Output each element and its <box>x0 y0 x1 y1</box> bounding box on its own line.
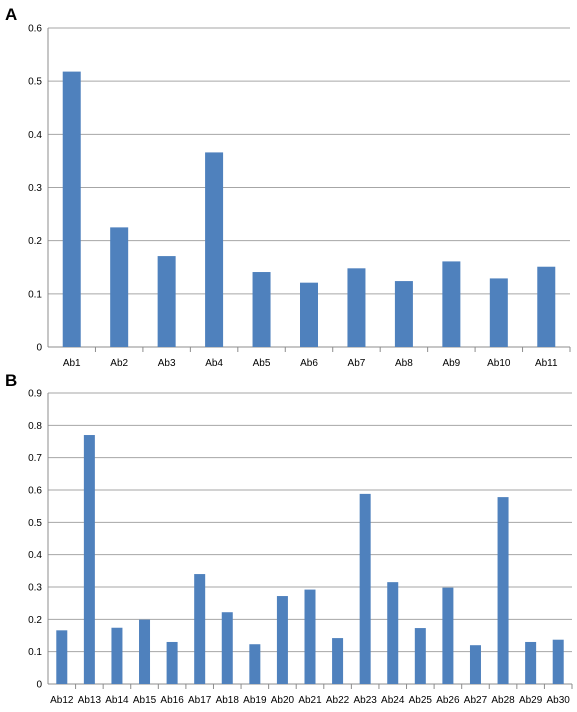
x-tick-label: Ab26 <box>436 695 460 706</box>
x-tick-label: Ab6 <box>300 358 318 369</box>
bar-ab24 <box>387 582 399 684</box>
bar-ab30 <box>552 639 564 684</box>
y-tick-label: 0.8 <box>28 421 42 432</box>
x-tick-label: Ab2 <box>110 358 128 369</box>
bar-ab7 <box>347 268 366 347</box>
y-tick-label: 0 <box>36 343 42 354</box>
y-tick-label: 0.2 <box>28 615 42 626</box>
bar-ab3 <box>157 256 176 347</box>
bar-ab9 <box>442 261 461 347</box>
bar-ab14 <box>111 627 123 684</box>
y-tick-label: 0.5 <box>28 518 42 529</box>
y-tick-label: 0.9 <box>28 389 42 400</box>
panel-a-chart: A 0 0.1 0.2 0.3 0.4 0.5 0.6 Ab1 Ab2 Ab3 Ab4 Ab5 Ab6 A… <box>5 5 571 369</box>
x-tick-label: Ab5 <box>253 358 271 369</box>
x-tick-label: Ab11 <box>535 358 558 369</box>
bar-ab25 <box>414 628 426 684</box>
x-tick-label: Ab1 <box>63 358 81 369</box>
y-tick-label: 0.6 <box>28 486 42 497</box>
bar-ab21 <box>304 589 316 684</box>
y-tick-label: 0.1 <box>28 289 42 300</box>
x-tick-label: Ab23 <box>353 695 377 706</box>
x-tick-label: Ab4 <box>205 358 223 369</box>
bar-ab19 <box>249 644 261 684</box>
x-tick-label: Ab25 <box>409 695 433 706</box>
y-tick-label: 0.7 <box>28 453 42 464</box>
x-tick-label: Ab21 <box>298 695 322 706</box>
x-tick-label: Ab30 <box>547 695 571 706</box>
x-tick-label: Ab18 <box>216 695 240 706</box>
x-tick-label: Ab8 <box>395 358 413 369</box>
bar-ab23 <box>359 493 371 684</box>
bar-ab20 <box>276 596 288 684</box>
x-tick-label: Ab10 <box>487 358 511 369</box>
x-tick-label: Ab14 <box>105 695 129 706</box>
bar-ab27 <box>469 645 481 684</box>
bar-ab12 <box>56 630 68 684</box>
x-tick-label: Ab17 <box>188 695 212 706</box>
y-tick-label: 0.3 <box>28 183 42 194</box>
bar-ab6 <box>300 282 318 347</box>
x-tick-label: Ab3 <box>158 358 176 369</box>
bar-ab10 <box>489 278 508 347</box>
bar-ab5 <box>252 272 271 347</box>
bar-ab18 <box>221 612 233 684</box>
y-tick-label: 0.1 <box>28 647 42 658</box>
y-tick-label: 0.4 <box>28 130 42 141</box>
bar-ab29 <box>525 641 537 684</box>
y-tick-label: 0.5 <box>28 77 42 88</box>
x-tick-label: Ab29 <box>519 695 543 706</box>
bar-ab13 <box>83 435 95 684</box>
x-tick-label: Ab19 <box>243 695 267 706</box>
x-tick-label: Ab15 <box>133 695 157 706</box>
panel-b-letter: B <box>5 371 17 390</box>
x-tick-label: Ab22 <box>326 695 350 706</box>
bar-ab26 <box>442 587 454 684</box>
x-tick-label: Ab20 <box>271 695 295 706</box>
x-tick-label: Ab27 <box>464 695 488 706</box>
bar-ab11 <box>537 266 556 347</box>
y-tick-label: 0.6 <box>28 24 42 35</box>
y-tick-label: 0 <box>36 680 42 691</box>
bar-ab16 <box>166 641 178 684</box>
x-tick-label: Ab12 <box>50 695 74 706</box>
bar-ab15 <box>139 619 151 684</box>
bar-ab1 <box>62 71 81 347</box>
bar-ab22 <box>332 638 344 684</box>
y-tick-label: 0.4 <box>28 550 42 561</box>
x-tick-label: Ab13 <box>78 695 102 706</box>
x-tick-label: Ab28 <box>491 695 515 706</box>
bar-ab17 <box>194 574 206 684</box>
bar-ab2 <box>110 227 129 347</box>
bar-ab8 <box>394 281 413 347</box>
y-tick-label: 0.3 <box>28 583 42 594</box>
x-tick-label: Ab24 <box>381 695 405 706</box>
x-tick-label: Ab7 <box>348 358 366 369</box>
x-tick-label: Ab16 <box>160 695 184 706</box>
x-tick-label: Ab9 <box>442 358 460 369</box>
bar-ab28 <box>497 497 509 684</box>
y-tick-label: 0.2 <box>28 236 42 247</box>
bar-ab4 <box>205 152 224 347</box>
panel-a-letter: A <box>5 5 17 24</box>
